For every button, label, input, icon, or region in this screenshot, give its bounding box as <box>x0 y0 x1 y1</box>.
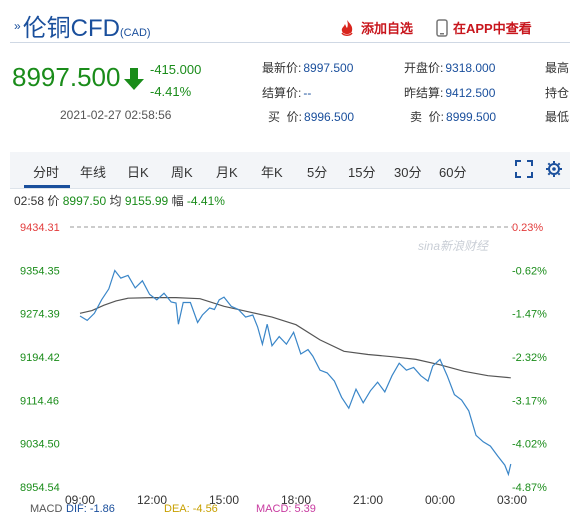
y-tick-label: 8954.54 <box>20 482 60 494</box>
chart-panel <box>10 152 570 516</box>
tab-monthly-k[interactable]: 月K <box>216 165 238 180</box>
header-divider <box>10 42 570 43</box>
y-tick-label: 9274.39 <box>20 309 60 321</box>
y-pct-tick-label: 0.23% <box>512 222 543 234</box>
fullscreen-icon[interactable] <box>515 160 533 178</box>
arrow-down-icon <box>124 68 144 90</box>
y-tick-label: 9034.50 <box>20 439 60 451</box>
x-tick-label: 09:00 <box>65 493 95 507</box>
tab-weekly-k[interactable]: 周K <box>171 165 193 180</box>
quote-low: 最低 <box>545 110 570 124</box>
y-tick-label: 9354.35 <box>20 265 60 277</box>
phone-icon <box>436 18 448 37</box>
tab-60min[interactable]: 60分 <box>439 165 467 180</box>
quote-ask: 卖 价: 8999.500 <box>410 110 497 124</box>
y-tick-label: 9114.46 <box>20 395 59 407</box>
open-app-button[interactable]: 在APP中查看 <box>436 18 532 37</box>
y-pct-tick-label: -3.17% <box>512 395 547 407</box>
price-change: -415.000 <box>150 62 202 77</box>
add-watch-button[interactable]: 添加自选 <box>338 18 413 37</box>
x-tick-label: 12:00 <box>137 493 167 507</box>
tab-daily-k[interactable]: 日K <box>127 165 149 180</box>
quote-timestamp: 2021-02-27 02:58:56 <box>60 108 172 122</box>
macd-label: MACD <box>30 503 62 515</box>
macd-dif: DIF: -1.86 <box>66 503 115 515</box>
tab-5min[interactable]: 5分 <box>307 165 328 180</box>
tab-15min[interactable]: 15分 <box>348 165 376 180</box>
y-tick-label: 9194.42 <box>20 352 60 364</box>
tab-intraday[interactable]: 分时 <box>33 165 60 180</box>
price-change-pct: -4.41% <box>150 84 192 99</box>
title-marker-icon: » <box>14 19 21 33</box>
quote-prev-settle: 昨结算: 9412.500 <box>404 86 496 100</box>
tab-30min[interactable]: 30分 <box>394 165 422 180</box>
macd-dea: DEA: -4.56 <box>164 503 218 515</box>
tab-year-line[interactable]: 年线 <box>80 165 107 180</box>
fire-icon <box>341 19 353 36</box>
y-pct-tick-label: -4.02% <box>512 439 547 451</box>
x-tick-label: 00:00 <box>425 493 455 507</box>
y-tick-label: 9434.31 <box>20 222 60 234</box>
active-tab-indicator <box>24 185 70 188</box>
x-tick-label: 03:00 <box>497 493 527 507</box>
quote-open-interest: 持仓 <box>545 86 570 100</box>
macd-value: MACD: 5.39 <box>256 503 316 515</box>
macd-legend: MACD DIF: -1.86 DEA: -4.56 MACD: 5.39 <box>30 503 316 515</box>
y-pct-tick-label: -4.87% <box>512 482 547 494</box>
settings-icon[interactable] <box>544 160 564 178</box>
title-subtitle: (CAD) <box>120 27 151 39</box>
quote-settle: 结算价: -- <box>262 86 312 100</box>
quote-last: 最新价: 8997.500 <box>262 61 354 75</box>
last-price: 8997.500 <box>12 62 121 92</box>
y-pct-tick-label: -0.62% <box>512 265 547 277</box>
average-price-line <box>79 297 511 379</box>
quote-bid: 买 价: 8996.500 <box>268 110 355 124</box>
y-pct-tick-label: -2.32% <box>512 352 547 364</box>
tab-yearly-k[interactable]: 年K <box>261 165 283 180</box>
chart-crosshair-info: 02:58 价 8997.50 均 9155.99 幅 -4.41% <box>14 194 225 208</box>
y-pct-tick-label: -1.47% <box>512 309 547 321</box>
x-tick-label: 21:00 <box>353 493 383 507</box>
quote-high: 最高 <box>545 61 570 75</box>
chart-tabs: 分时 年线 日K 周K 月K 年K 5分 15分 30分 60分 <box>10 152 570 189</box>
price-line <box>79 269 512 477</box>
quote-open: 开盘价: 9318.000 <box>404 61 496 75</box>
x-tick-label: 18:00 <box>281 493 311 507</box>
x-tick-label: 15:00 <box>209 493 239 507</box>
intraday-chart[interactable]: 9434.31 9354.35 9274.39 9194.42 9114.46 9034.… <box>0 210 570 515</box>
page-title: »伦铜CFD(CAD) <box>14 15 151 42</box>
watermark: sina新浪财经 <box>418 239 490 253</box>
